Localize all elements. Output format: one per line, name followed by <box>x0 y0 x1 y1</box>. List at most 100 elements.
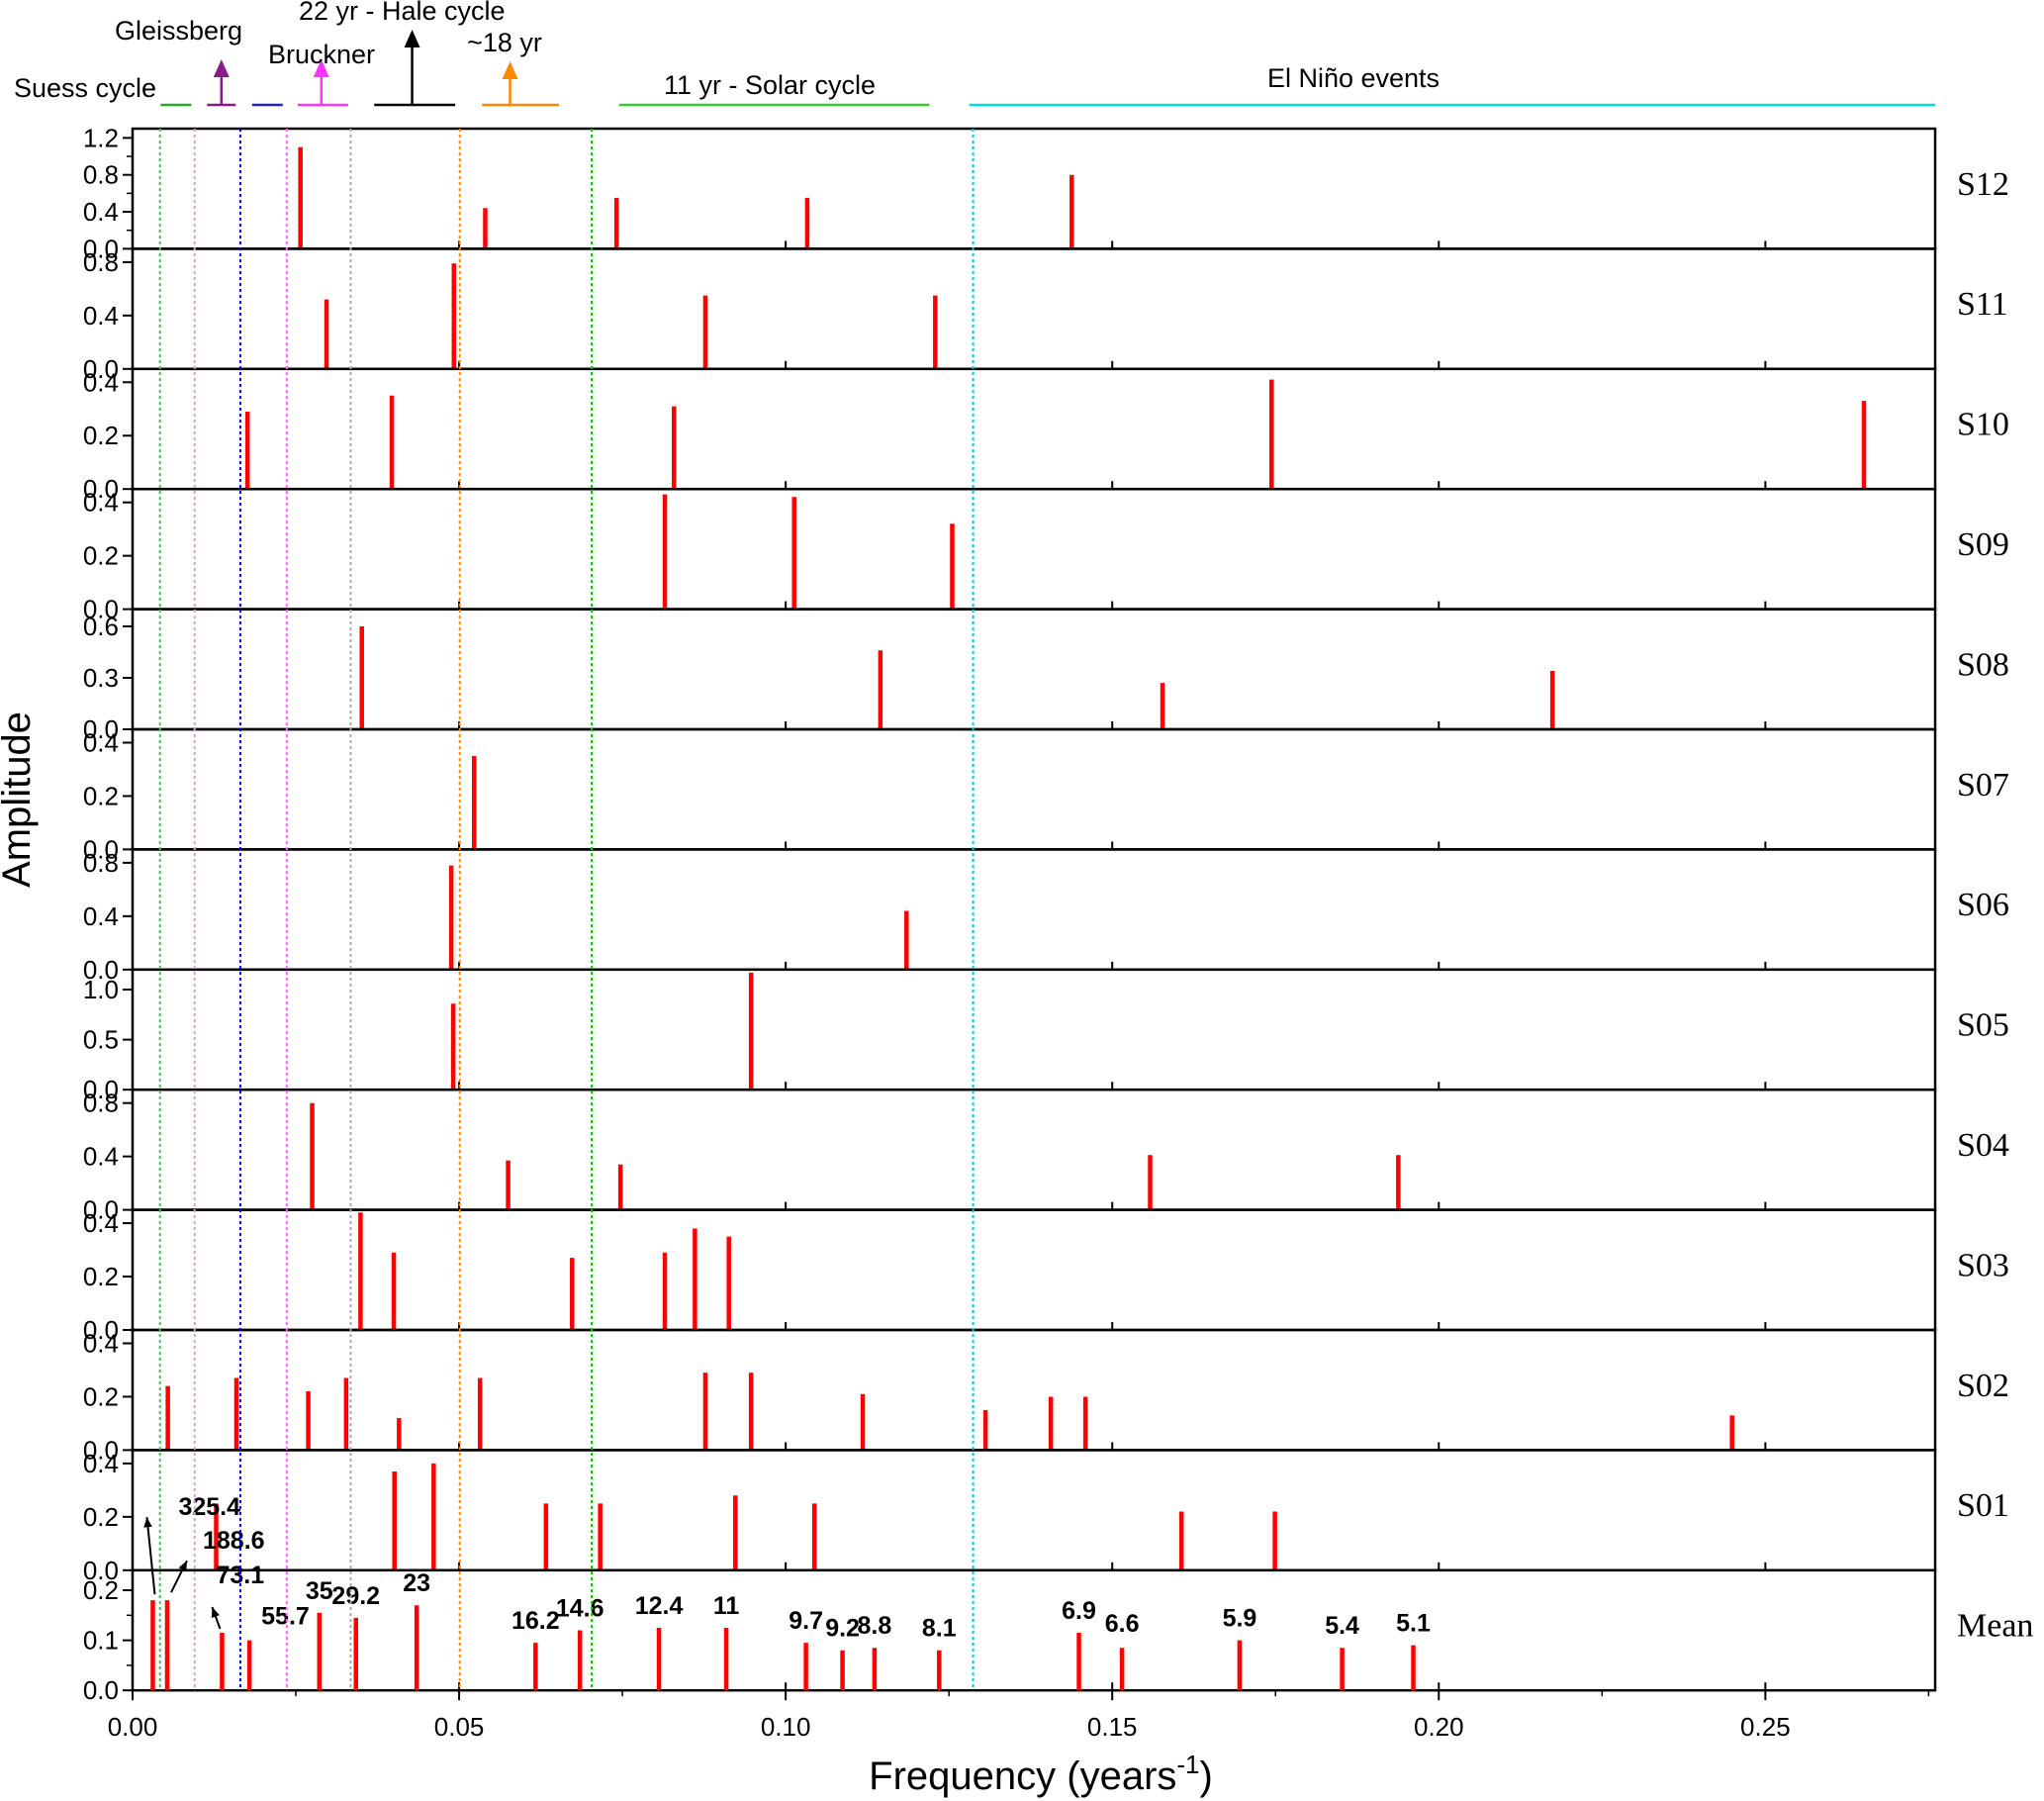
y-tick-label: 0.4 <box>83 488 119 518</box>
x-tick-label: 0.10 <box>761 1712 811 1742</box>
annotation-arrowhead <box>178 1561 187 1572</box>
y-tick-label: 0.4 <box>83 197 119 227</box>
cycle-band: El Niño events <box>969 63 1935 107</box>
peak-label: 5.9 <box>1223 1605 1257 1633</box>
y-tick-label: 0.5 <box>83 1025 119 1055</box>
y-tick-label: 1.0 <box>83 975 119 1004</box>
y-tick-label: 0.3 <box>83 663 119 693</box>
panel-s07: 0.0 0.2 0.4 S07 <box>83 727 2009 864</box>
panel-frame <box>131 848 1937 972</box>
y-tick-label: 0.0 <box>83 955 119 985</box>
band-arrowhead <box>313 59 329 77</box>
y-tick-label: 0.0 <box>83 1195 119 1225</box>
panel-frame <box>131 247 1937 371</box>
peak-label: 29.2 <box>331 1582 380 1610</box>
y-tick-label: 0.0 <box>83 714 119 744</box>
band-arrowhead <box>404 30 420 47</box>
y-tick-label: 0.4 <box>83 1142 119 1172</box>
peak-label: 9.2 <box>825 1615 860 1643</box>
y-tick-label: 0.8 <box>83 160 119 190</box>
panel-frame <box>131 1449 1937 1572</box>
panel-s04: 0.0 0.4 0.8 S04 <box>83 1089 2009 1225</box>
peak-label: 8.1 <box>922 1615 957 1643</box>
y-tick-label: 0.0 <box>83 354 119 384</box>
panel-label: S10 <box>1957 407 2009 443</box>
panel-s10: 0.0 0.2 0.4 S10 <box>83 367 2009 504</box>
y-tick-label: 0.4 <box>83 301 119 331</box>
cycle-band: ~18 yr <box>467 28 560 107</box>
y-tick-label: 0.8 <box>83 247 119 277</box>
x-tick-label: 0.20 <box>1414 1712 1464 1742</box>
annotation-arrow <box>145 1517 156 1595</box>
y-tick-label: 0.4 <box>83 367 119 397</box>
panel-frame <box>131 127 1937 250</box>
y-tick-label: 0.6 <box>83 612 119 641</box>
x-axis-title: Frequency (years-1) <box>869 1750 1213 1798</box>
x-tick-label: 0.25 <box>1740 1712 1791 1742</box>
panel-s01: 0.0 0.2 0.4 S01 <box>83 1449 2009 1585</box>
panel-label: Mean <box>1957 1608 2033 1645</box>
band-label: Suess cycle <box>14 73 156 103</box>
cycle-bands: Suess cycle Gleissberg Bruckner 22 yr - Hal… <box>14 0 1935 107</box>
band-label: 22 yr - Hale cycle <box>299 0 506 26</box>
panel-s11: 0.0 0.4 0.8 S11 <box>83 247 2008 384</box>
peak-label: 325.4 <box>178 1493 240 1521</box>
peak-label: 5.1 <box>1396 1610 1431 1638</box>
peak-label: 9.7 <box>789 1607 823 1635</box>
band-label: Bruckner <box>268 40 375 69</box>
y-tick-label: 0.2 <box>83 1502 119 1532</box>
band-arrowhead <box>502 61 518 79</box>
y-tick-label: 1.2 <box>83 123 119 152</box>
peak-label: 14.6 <box>556 1595 604 1623</box>
y-tick-label: 0.2 <box>83 781 119 810</box>
panel-s12: 0.0 0.4 0.8 1.2 S12 <box>83 123 2009 263</box>
y-tick-label: 0.0 <box>83 474 119 504</box>
y-tick-label: 0.2 <box>83 1575 119 1605</box>
panel-frame <box>131 1568 1937 1692</box>
annotation-arrowhead <box>211 1607 220 1619</box>
x-axis: 0.00 0.05 0.10 0.15 0.20 0.25 <box>108 1690 1930 1742</box>
y-tick-label: 0.8 <box>83 1089 119 1118</box>
band-label: ~18 yr <box>467 28 542 57</box>
panel-s02: 0.0 0.2 0.4 S02 <box>83 1328 2009 1465</box>
panel-s05: 0.0 0.5 1.0 S05 <box>83 968 2009 1104</box>
panel-label: S03 <box>1957 1247 2009 1283</box>
panel-label: S06 <box>1957 887 2009 923</box>
y-axis-title: Amplitude <box>0 711 39 888</box>
peak-label: 11 <box>713 1592 740 1620</box>
y-tick-label: 0.4 <box>83 1449 119 1478</box>
peak-label: 6.9 <box>1062 1597 1096 1625</box>
y-tick-label: 0.0 <box>83 1675 119 1705</box>
band-label: 11 yr - Solar cycle <box>664 70 876 100</box>
panel-frame <box>131 1088 1937 1211</box>
band-arrowhead <box>213 59 230 77</box>
y-tick-label: 0.2 <box>83 1262 119 1291</box>
reference-lines <box>158 129 975 1691</box>
panel-frame <box>131 727 1937 851</box>
y-tick-label: 0.0 <box>83 834 119 864</box>
band-label: Gleissberg <box>115 16 242 46</box>
panel-frame <box>131 1208 1937 1332</box>
y-tick-label: 0.2 <box>83 421 119 450</box>
y-tick-label: 0.0 <box>83 1075 119 1104</box>
panels: 0.00.40.81.2S120.00.40.8S110.00.20.4S100… <box>83 123 2034 1705</box>
panel-s08: 0.0 0.3 0.6 S08 <box>83 608 2009 744</box>
panel-label: S12 <box>1957 166 2009 203</box>
panel-label: S09 <box>1957 526 2009 563</box>
y-tick-label: 0.4 <box>83 727 119 757</box>
y-tick-label: 0.0 <box>83 1315 119 1345</box>
cycle-band: Bruckner <box>268 40 375 107</box>
x-tick-label: 0.00 <box>108 1712 158 1742</box>
y-tick-label: 0.0 <box>83 234 119 263</box>
panel-label: S02 <box>1957 1368 2009 1404</box>
x-tick-label: 0.15 <box>1087 1712 1138 1742</box>
y-tick-label: 0.0 <box>83 595 119 624</box>
panel-label: S11 <box>1957 286 2008 323</box>
panel-label: S08 <box>1957 646 2009 683</box>
peak-label: 23 <box>403 1569 430 1597</box>
y-tick-label: 0.0 <box>83 1556 119 1585</box>
peak-label: 35 <box>306 1577 333 1605</box>
panel-frame <box>131 608 1937 731</box>
y-tick-label: 0.8 <box>83 848 119 878</box>
